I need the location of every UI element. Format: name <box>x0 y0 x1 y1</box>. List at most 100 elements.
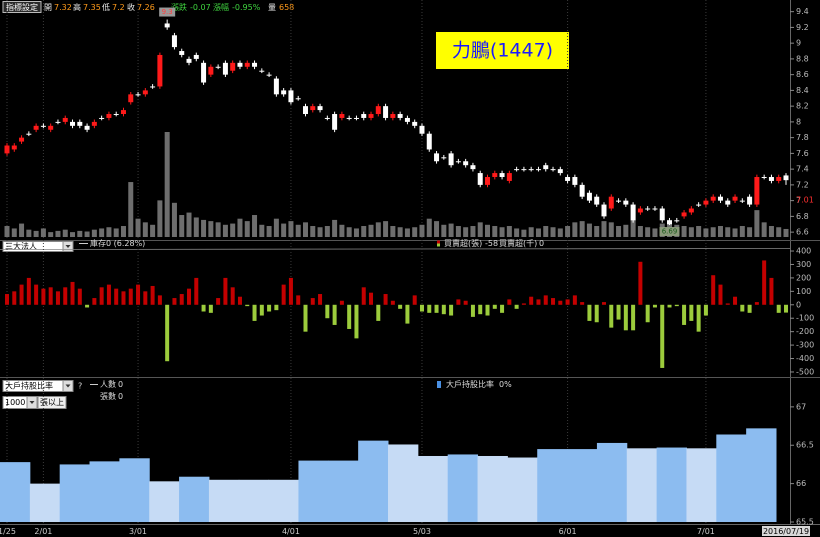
candle-body <box>128 94 134 103</box>
candle-body <box>761 177 767 179</box>
candle-body <box>783 175 789 181</box>
net-bar <box>259 304 264 316</box>
holding-area <box>298 460 329 522</box>
candle-body <box>222 62 228 75</box>
volume-bar <box>455 226 461 237</box>
threshold-unit[interactable]: 張以上 <box>40 398 64 407</box>
holding-area <box>567 449 598 522</box>
selector-label[interactable]: 大戶持股比率 <box>5 381 53 391</box>
volume-bar <box>237 218 243 237</box>
net-bar <box>5 294 9 305</box>
candle-body <box>572 177 578 185</box>
y-tick-label: 200 <box>796 273 811 282</box>
volume-bar <box>324 226 330 237</box>
y-tick-label: -300 <box>796 341 814 350</box>
net-bar <box>754 302 759 305</box>
volume-bar <box>259 224 265 237</box>
candle-body <box>681 212 687 217</box>
net-bar <box>34 284 39 305</box>
volume-bar <box>375 222 381 237</box>
quote-label: 量 <box>268 3 276 12</box>
net-bar <box>383 294 388 305</box>
legend-label: 買賣超(張) <box>444 238 482 248</box>
net-bar <box>725 303 730 305</box>
y-tick-label: 100 <box>796 287 811 296</box>
candle-body <box>535 169 541 171</box>
volume-bar <box>630 219 636 237</box>
net-bar <box>565 299 570 305</box>
volume-bar <box>528 227 534 237</box>
net-bar <box>165 304 170 362</box>
net-bar <box>449 304 454 316</box>
volume-bar <box>776 227 782 237</box>
help-icon[interactable]: ? <box>78 382 82 391</box>
net-bar <box>623 304 628 331</box>
candle-body <box>528 169 534 171</box>
indicator-button[interactable] <box>2 1 42 13</box>
candle-body <box>179 51 185 55</box>
candle-body <box>652 208 658 210</box>
candle-body <box>288 90 294 103</box>
threshold-value[interactable]: 1000 <box>5 398 25 407</box>
volume-bar <box>397 227 403 237</box>
net-bar <box>572 295 577 305</box>
quote-value: 7.2 <box>112 3 125 12</box>
holding-area <box>596 442 628 522</box>
y-tick-label: 8 <box>796 117 801 126</box>
candle-body <box>252 62 258 67</box>
arrow-icon <box>65 384 71 388</box>
candle-body <box>55 121 61 123</box>
net-bar <box>12 291 17 305</box>
volume-bar <box>412 227 418 237</box>
candle-body <box>412 121 418 126</box>
y-tick-label: 7.8 <box>796 133 809 142</box>
net-bar <box>609 304 614 328</box>
volume-bar <box>448 223 454 237</box>
legend-value: 0 <box>118 392 123 401</box>
low-label-box <box>659 227 680 237</box>
selector-label[interactable]: 三大法人 <box>5 241 37 251</box>
candle-body <box>99 117 105 119</box>
volume-bar <box>725 227 731 237</box>
volume-bar <box>26 229 32 237</box>
candle-body <box>40 125 46 127</box>
volume-bar <box>521 229 527 237</box>
net-bar <box>187 288 192 305</box>
candle-body <box>62 117 68 122</box>
net-bar <box>616 304 621 320</box>
y-tick-label: 6.8 <box>796 212 809 221</box>
net-bar <box>558 300 563 305</box>
holding-area <box>238 479 270 522</box>
net-bar <box>733 296 738 305</box>
threshold-button[interactable] <box>37 396 67 409</box>
net-bar <box>150 285 155 305</box>
legend-icon <box>437 381 441 388</box>
net-bar <box>70 281 75 305</box>
net-bar <box>63 287 68 305</box>
quote-value: 7.32 <box>54 3 72 12</box>
holding-area <box>686 448 717 522</box>
net-bar <box>521 303 526 305</box>
volume-bar <box>485 224 491 237</box>
holding-area <box>656 447 687 522</box>
legend-icon <box>437 243 440 247</box>
volume-bar <box>353 228 359 237</box>
holding-area <box>328 460 359 522</box>
candle-body <box>747 196 753 205</box>
net-bar <box>419 304 424 312</box>
candle-body <box>26 133 32 135</box>
candle-body <box>201 62 207 83</box>
volume-bar <box>332 219 338 237</box>
indicator-button-label[interactable]: 指標設定 <box>6 2 38 12</box>
net-bar <box>347 304 352 329</box>
net-bar <box>507 299 512 305</box>
volume-bar <box>317 227 323 237</box>
arrow-icon <box>29 401 35 404</box>
net-bar <box>674 304 679 307</box>
candle-body <box>230 62 236 71</box>
y-tick-label: 67 <box>796 402 806 411</box>
net-bar <box>551 298 556 305</box>
volume-bar <box>601 221 607 237</box>
candle-body <box>361 114 367 118</box>
